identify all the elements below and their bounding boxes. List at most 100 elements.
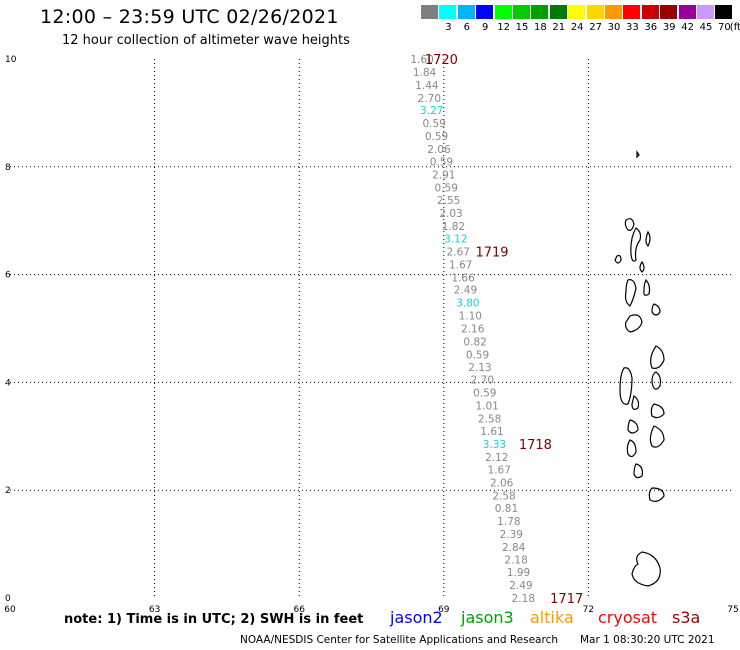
wave-height-value: 2.03: [439, 208, 462, 220]
pass-time-labels: 1720 1719 1718 1717: [425, 53, 583, 607]
scale-tick-label: 27: [589, 22, 602, 33]
scale-swatch: [697, 5, 714, 19]
island-outline: [631, 395, 640, 410]
map-subtitle: 12 hour collection of altimeter wave hei…: [62, 33, 350, 48]
scale-swatch: [421, 5, 438, 19]
wave-height-value: 1.78: [497, 516, 520, 528]
y-tick-label: 8: [5, 163, 11, 173]
wave-height-value: 2.91: [432, 169, 455, 181]
scale-swatch: [605, 5, 622, 19]
wave-height-value: 2.06: [490, 478, 514, 490]
scale-unit: (ft): [729, 22, 740, 33]
scale-swatch: [678, 5, 696, 19]
wave-height-value: 0.59: [466, 349, 489, 361]
x-tick-label: 72: [583, 605, 594, 615]
wave-height-value: 2.67: [447, 246, 470, 258]
scale-tick-label: 33: [626, 22, 639, 33]
island-outline: [651, 371, 662, 390]
scale-swatch: [513, 5, 530, 19]
wave-height-value: 1.01: [475, 401, 498, 413]
scale-swatch: [641, 5, 659, 19]
island-outline: [626, 439, 637, 458]
island-outline: [639, 260, 645, 273]
wave-height-value: 1.99: [507, 567, 530, 579]
wave-height-value: 2.49: [509, 580, 532, 592]
island-outline: [650, 345, 665, 369]
wave-height-value: 3.80: [456, 298, 479, 310]
y-tick-label: 6: [5, 271, 11, 281]
wave-height-value: 0.82: [463, 336, 486, 348]
satellite-s3a: s3a: [672, 608, 701, 627]
island-outline: [630, 227, 642, 262]
x-tick-label: 63: [149, 605, 160, 615]
island-outline: [651, 303, 661, 316]
scale-tick-label: 6: [463, 22, 470, 33]
wave-height-value: 3.12: [444, 233, 467, 245]
scale-tick-label: 18: [534, 22, 547, 33]
altimeter-track: 1.601.841.442.703.270.590.592.060.592.91…: [410, 54, 535, 605]
island-outline: [648, 487, 665, 502]
island-outline: [619, 367, 633, 405]
wave-height-value: 1.44: [415, 80, 439, 92]
island-outline: [633, 463, 643, 479]
scale-swatch: [476, 5, 494, 19]
footer-note: note: 1) Time is in UTC; 2) SWH is in fe…: [64, 612, 364, 627]
scale-swatch: [549, 5, 567, 19]
scale-tick-label: 42: [681, 22, 694, 33]
scale-swatch: [531, 5, 549, 19]
y-tick-label: 10: [5, 55, 17, 65]
wave-height-value: 2.84: [502, 542, 526, 554]
scale-swatch: [715, 5, 733, 19]
island-outline: [643, 278, 651, 296]
scale-swatch: [660, 5, 678, 19]
generated-timestamp: Mar 1 08:30:20 UTC 2021: [580, 634, 715, 646]
island-outline: [645, 230, 651, 248]
scale-tick-label: 30: [607, 22, 621, 33]
map-grid: [10, 59, 733, 598]
wave-height-value: 2.49: [454, 285, 477, 297]
wave-height-value: 1.67: [449, 259, 472, 271]
scale-tick-label: 15: [515, 22, 529, 33]
island-outline: [631, 551, 661, 587]
scale-swatch: [586, 5, 604, 19]
scale-tick-label: 39: [662, 22, 676, 33]
wave-height-value: 2.58: [478, 414, 501, 426]
wave-height-value: 0.59: [473, 388, 496, 400]
y-tick-label: 4: [5, 378, 11, 388]
scale-swatch: [439, 5, 457, 19]
island-outline: [624, 218, 635, 231]
scale-tick-label: 36: [644, 22, 658, 33]
scale-tick-label: 21: [552, 22, 566, 33]
island-outline: [636, 150, 640, 159]
scale-tick-label: 12: [497, 22, 510, 33]
pass-time-label: 1718: [519, 438, 552, 453]
island-outline: [624, 314, 643, 333]
wave-height-value: 0.59: [425, 131, 448, 143]
wave-height-value: 2.55: [437, 195, 460, 207]
wave-height-value: 2.18: [504, 555, 527, 567]
wave-height-value: 2.70: [471, 375, 494, 387]
wave-height-value: 2.39: [500, 529, 523, 541]
wave-height-value: 1.60: [410, 54, 433, 66]
scale-tick-label: 45: [699, 22, 713, 33]
wave-height-value: 2.12: [485, 452, 508, 464]
pass-time-label: 1717: [550, 592, 583, 607]
map-title: 12:00 – 23:59 UTC 02/26/2021: [40, 6, 339, 28]
satellite-jason2: jason2: [390, 608, 443, 627]
satellite-jason3: jason3: [461, 608, 514, 627]
scale-tick-label: 24: [570, 22, 584, 33]
x-tick-label: 75: [727, 605, 738, 615]
pass-time-label: 1719: [475, 245, 508, 260]
wave-height-value: 1.84: [413, 67, 437, 79]
wave-height-value: 3.33: [483, 439, 506, 451]
scale-tick-label: 9: [482, 22, 489, 33]
scale-tick-label: 3: [445, 22, 452, 33]
y-tick-label: 0: [5, 594, 11, 604]
y-tick-label: 2: [5, 486, 11, 496]
pass-time-label: 1720: [425, 53, 458, 68]
scale-swatch: [568, 5, 586, 19]
wave-height-value: 2.70: [418, 93, 441, 105]
x-tick-label: 66: [293, 605, 305, 615]
wave-height-value: 0.59: [435, 182, 458, 194]
wave-height-value: 2.13: [468, 362, 491, 374]
